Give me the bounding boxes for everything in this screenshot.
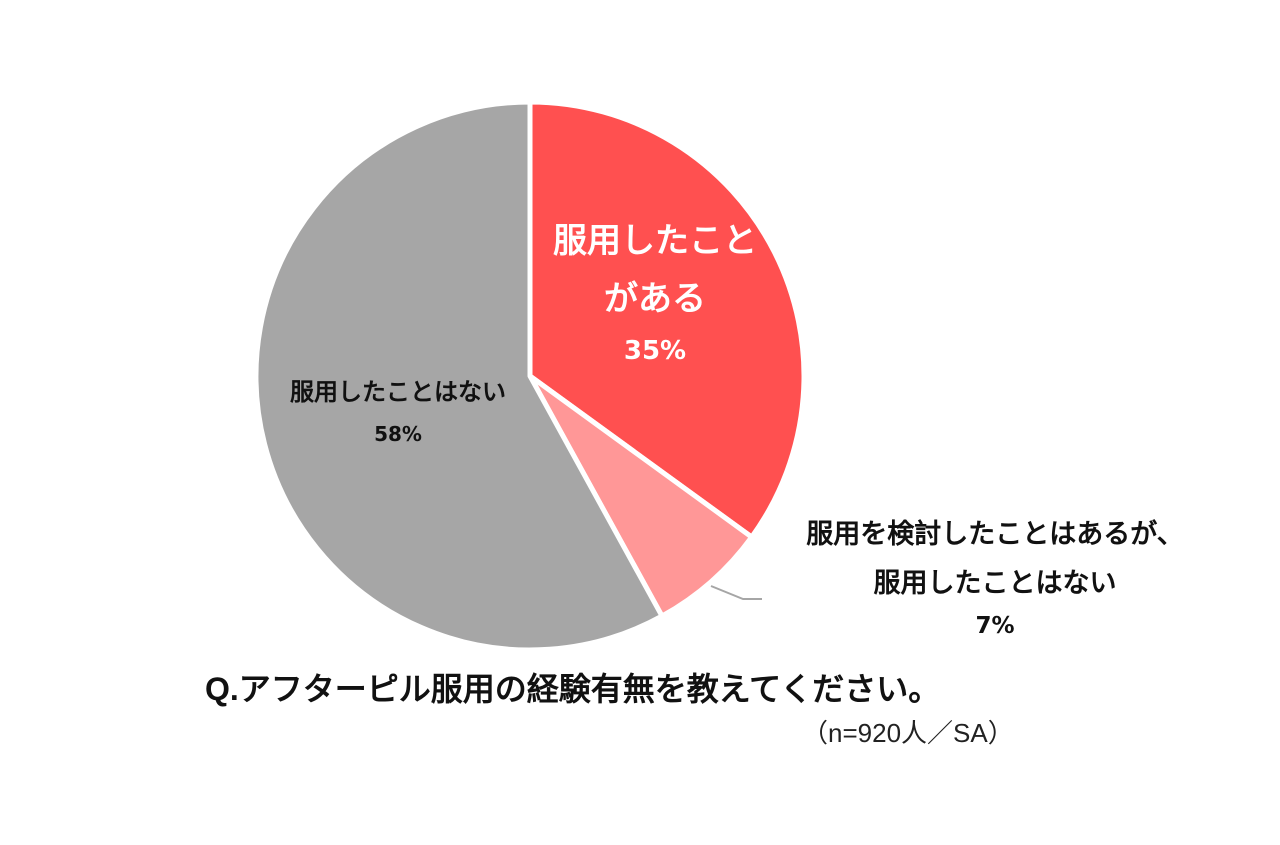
slice-value-never: 58% <box>374 422 422 446</box>
pie-slice-0 <box>527 99 807 540</box>
slice-label-considered: 服用を検討したことはあるが、 服用したことはない 7% <box>770 521 1220 638</box>
pie-slices <box>253 99 807 653</box>
slice-label-never-line1: 服用したことはない <box>290 378 506 406</box>
slice-label-taken-line2: がある <box>604 279 706 319</box>
slice-label-taken-line1: 服用したこと <box>553 221 757 261</box>
pie-slice-2 <box>253 99 665 653</box>
slice-label-considered-line1: 服用を検討したことはあるが、 <box>806 519 1184 550</box>
slice-value-considered: 7% <box>975 613 1015 639</box>
slice-label-never: 服用したことはない 58% <box>258 380 538 444</box>
slice-value-taken: 35% <box>623 336 687 366</box>
chart-title: Q.アフターピル服用の経験有無を教えてください。 <box>205 671 941 707</box>
slice-label-taken: 服用したこと がある 35% <box>530 224 780 364</box>
leader-line <box>710 585 762 600</box>
slice-label-considered-line2: 服用したことはない <box>873 568 1117 599</box>
sample-note: （n=920人／SA） <box>802 718 1014 748</box>
